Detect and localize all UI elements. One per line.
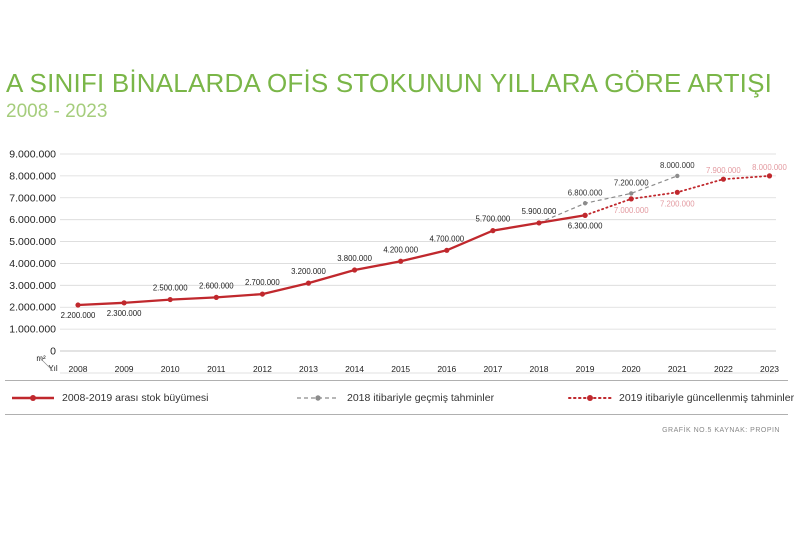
x-tick-label: 2023 (760, 364, 779, 374)
data-label-actual: 2.700.000 (245, 278, 280, 287)
data-point-solid (75, 302, 81, 308)
y-tick-label: 0 (50, 346, 56, 358)
data-label-actual: 3.800.000 (337, 254, 372, 263)
data-point-solid (213, 294, 219, 300)
legend-label-actual: 2008-2019 arası stok büyümesi (62, 392, 209, 404)
x-tick-label: 2016 (437, 364, 456, 374)
chart-subtitle: 2008 - 2023 (6, 101, 108, 122)
legend-label-forecast-2018: 2018 itibariyle geçmiş tahminler (347, 392, 495, 404)
data-label-forecast-2019: 7.900.000 (706, 166, 741, 175)
axis-corner-divider (37, 355, 54, 372)
data-label-actual: 2.500.000 (153, 284, 188, 293)
legend-label-forecast-2019: 2019 itibariyle güncellenmiş tahminler (619, 392, 795, 404)
data-point-solid (259, 291, 265, 297)
x-tick-label: 2010 (161, 364, 180, 374)
y-tick-label: 2.000.000 (9, 302, 56, 314)
legend-bottom-rule (5, 414, 788, 415)
x-tick-label: 2008 (69, 364, 88, 374)
data-point-dashed (629, 191, 634, 196)
y-axis-unit-label: m² (36, 354, 46, 363)
data-point-dotted (628, 196, 634, 202)
data-label-actual: 3.200.000 (291, 267, 326, 276)
data-label-actual: 4.200.000 (383, 245, 418, 254)
data-point-solid (352, 267, 358, 273)
series-line-solid (77, 214, 586, 307)
data-label-actual: 2.200.000 (61, 311, 96, 320)
x-tick-label: 2014 (345, 364, 364, 374)
x-tick-label: 2012 (253, 364, 272, 374)
data-point-solid (121, 300, 127, 306)
data-label-actual: 4.700.000 (429, 234, 464, 243)
y-tick-label: 8.000.000 (9, 170, 56, 182)
legend-item-actual: 2008-2019 arası stok büyümesi (10, 388, 209, 408)
data-label-actual: 2.600.000 (199, 281, 234, 290)
source-note: GRAFİK NO.5 KAYNAK: PROPIN (662, 427, 780, 434)
x-tick-label: 2021 (668, 364, 687, 374)
chart-title: A SINIFI BİNALARDA OFİS STOKUNUN YILLARA… (6, 68, 773, 98)
data-label-actual: 6.300.000 (568, 221, 603, 230)
y-tick-label: 5.000.000 (9, 236, 56, 248)
x-tick-label: 2013 (299, 364, 318, 374)
data-label-forecast-2018: 7.200.000 (614, 178, 649, 187)
x-tick-label: 2017 (483, 364, 502, 374)
data-point-solid (536, 220, 542, 226)
x-tick-label: 2020 (622, 364, 641, 374)
data-label-forecast-2019: 7.200.000 (660, 199, 695, 208)
x-tick-label: 2019 (576, 364, 595, 374)
data-point-solid (490, 228, 496, 234)
legend-swatch-solid-icon (12, 395, 54, 401)
data-point-dashed (582, 201, 588, 206)
legend-item-forecast-2018: 2018 itibariyle geçmiş tahminler (295, 388, 494, 408)
y-tick-label: 3.000.000 (9, 280, 56, 292)
data-point-solid (444, 247, 450, 253)
data-label-actual: 5.900.000 (522, 207, 557, 216)
data-point-dotted (674, 189, 680, 195)
data-point-solid (167, 296, 173, 303)
data-point-dotted (720, 176, 727, 182)
legend-swatch-dotted-icon (568, 395, 612, 401)
x-tick-label: 2015 (391, 364, 410, 374)
x-tick-label: 2018 (530, 364, 549, 374)
data-point-dotted (766, 173, 773, 179)
data-label-forecast-2019: 7.000.000 (614, 206, 649, 215)
y-tick-label: 6.000.000 (9, 214, 56, 226)
y-tick-label: 1.000.000 (9, 324, 56, 336)
legend-item-forecast-2019: 2019 itibariyle güncellenmiş tahminler (567, 388, 794, 408)
data-label-forecast-2019: 8.000.000 (752, 163, 787, 172)
legend-top-rule (5, 380, 788, 381)
data-point-dashed (675, 173, 680, 179)
x-tick-label: 2009 (115, 364, 134, 374)
legend-swatch-dashed-icon (297, 395, 339, 401)
data-point-solid (398, 258, 404, 264)
data-point-solid (305, 280, 312, 286)
data-point-solid (582, 212, 588, 218)
series-line-dotted (584, 174, 771, 217)
y-tick-label: 4.000.000 (9, 258, 56, 270)
y-tick-label: 9.000.000 (9, 149, 56, 161)
series-line-dashed (538, 175, 678, 224)
x-tick-label: 2011 (207, 364, 226, 374)
data-label-actual: 5.700.000 (476, 215, 511, 224)
x-tick-label: 2022 (714, 364, 733, 374)
data-label-actual: 2.300.000 (107, 309, 142, 318)
data-label-forecast-2018: 8.000.000 (660, 161, 695, 170)
data-label-forecast-2018: 6.800.000 (568, 188, 603, 197)
y-tick-label: 7.000.000 (9, 192, 56, 204)
x-axis-unit-label: Yıl (48, 364, 58, 373)
